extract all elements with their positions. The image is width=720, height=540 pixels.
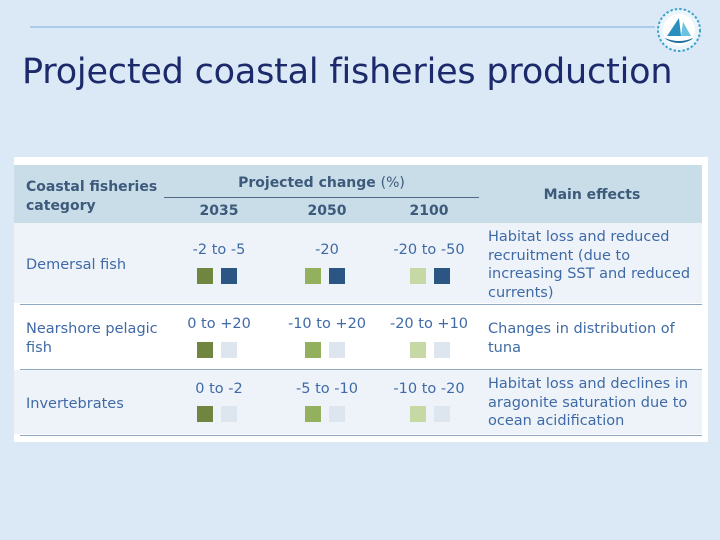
- title-top-rule: [30, 26, 655, 28]
- row-category: Nearshore pelagic fish: [26, 321, 158, 356]
- organization-logo-icon: [657, 8, 701, 52]
- row-effects: Habitat loss and declines in aragonite s…: [488, 376, 689, 429]
- header-projected-change-label: Projected change: [238, 175, 376, 191]
- indicator-square: [197, 342, 213, 358]
- header-category: Coastal fisheries category: [26, 179, 158, 214]
- indicator-square: [329, 342, 345, 358]
- fisheries-table: Coastal fisheries category Projected cha…: [14, 157, 708, 442]
- indicator-square: [221, 406, 237, 422]
- header-year-2035: 2035: [199, 203, 239, 219]
- row-value-2035: -2 to -5: [192, 242, 246, 258]
- header-projected-change: Projected change (%): [164, 174, 479, 193]
- indicator-square: [305, 268, 321, 284]
- row-value-2100: -10 to -20: [393, 381, 465, 397]
- row-category: Demersal fish: [26, 257, 127, 273]
- row-value-2050: -20: [315, 242, 339, 258]
- row-value-2035: 0 to +20: [187, 316, 251, 332]
- indicator-square: [197, 406, 213, 422]
- indicator-square: [305, 342, 321, 358]
- indicator-square: [221, 342, 237, 358]
- row-value-2100: -20 to -50: [393, 242, 465, 258]
- row-value-2100: -20 to +10: [389, 316, 469, 332]
- row-divider: [20, 435, 702, 436]
- indicator-square: [197, 268, 213, 284]
- indicator-square: [221, 268, 237, 284]
- row-value-2050: -10 to +20: [287, 316, 367, 332]
- page-title: Projected coastal fisheries production: [22, 52, 673, 92]
- indicator-square: [329, 406, 345, 422]
- row-effects: Changes in distribution of tuna: [488, 321, 675, 356]
- indicator-square: [434, 268, 450, 284]
- table-row: [14, 370, 702, 434]
- header-projected-change-unit: (%): [380, 175, 405, 191]
- row-divider: [20, 369, 702, 370]
- header-year-2050: 2050: [307, 203, 347, 219]
- table-header-band: [14, 165, 702, 223]
- row-effects: Habitat loss and reduced recruitment (du…: [488, 229, 691, 301]
- row-value-2035: 0 to -2: [195, 381, 243, 397]
- indicator-square: [434, 406, 450, 422]
- row-value-2050: -5 to -10: [296, 381, 358, 397]
- table-row: [14, 223, 702, 303]
- row-category: Invertebrates: [26, 396, 124, 412]
- indicator-square: [329, 268, 345, 284]
- indicator-square: [305, 406, 321, 422]
- header-subrule: [164, 197, 479, 198]
- indicator-square: [410, 406, 426, 422]
- indicator-square: [434, 342, 450, 358]
- header-main-effects: Main effects: [543, 187, 641, 203]
- indicator-square: [410, 342, 426, 358]
- header-year-2100: 2100: [409, 203, 449, 219]
- indicator-square: [410, 268, 426, 284]
- row-divider: [20, 304, 702, 305]
